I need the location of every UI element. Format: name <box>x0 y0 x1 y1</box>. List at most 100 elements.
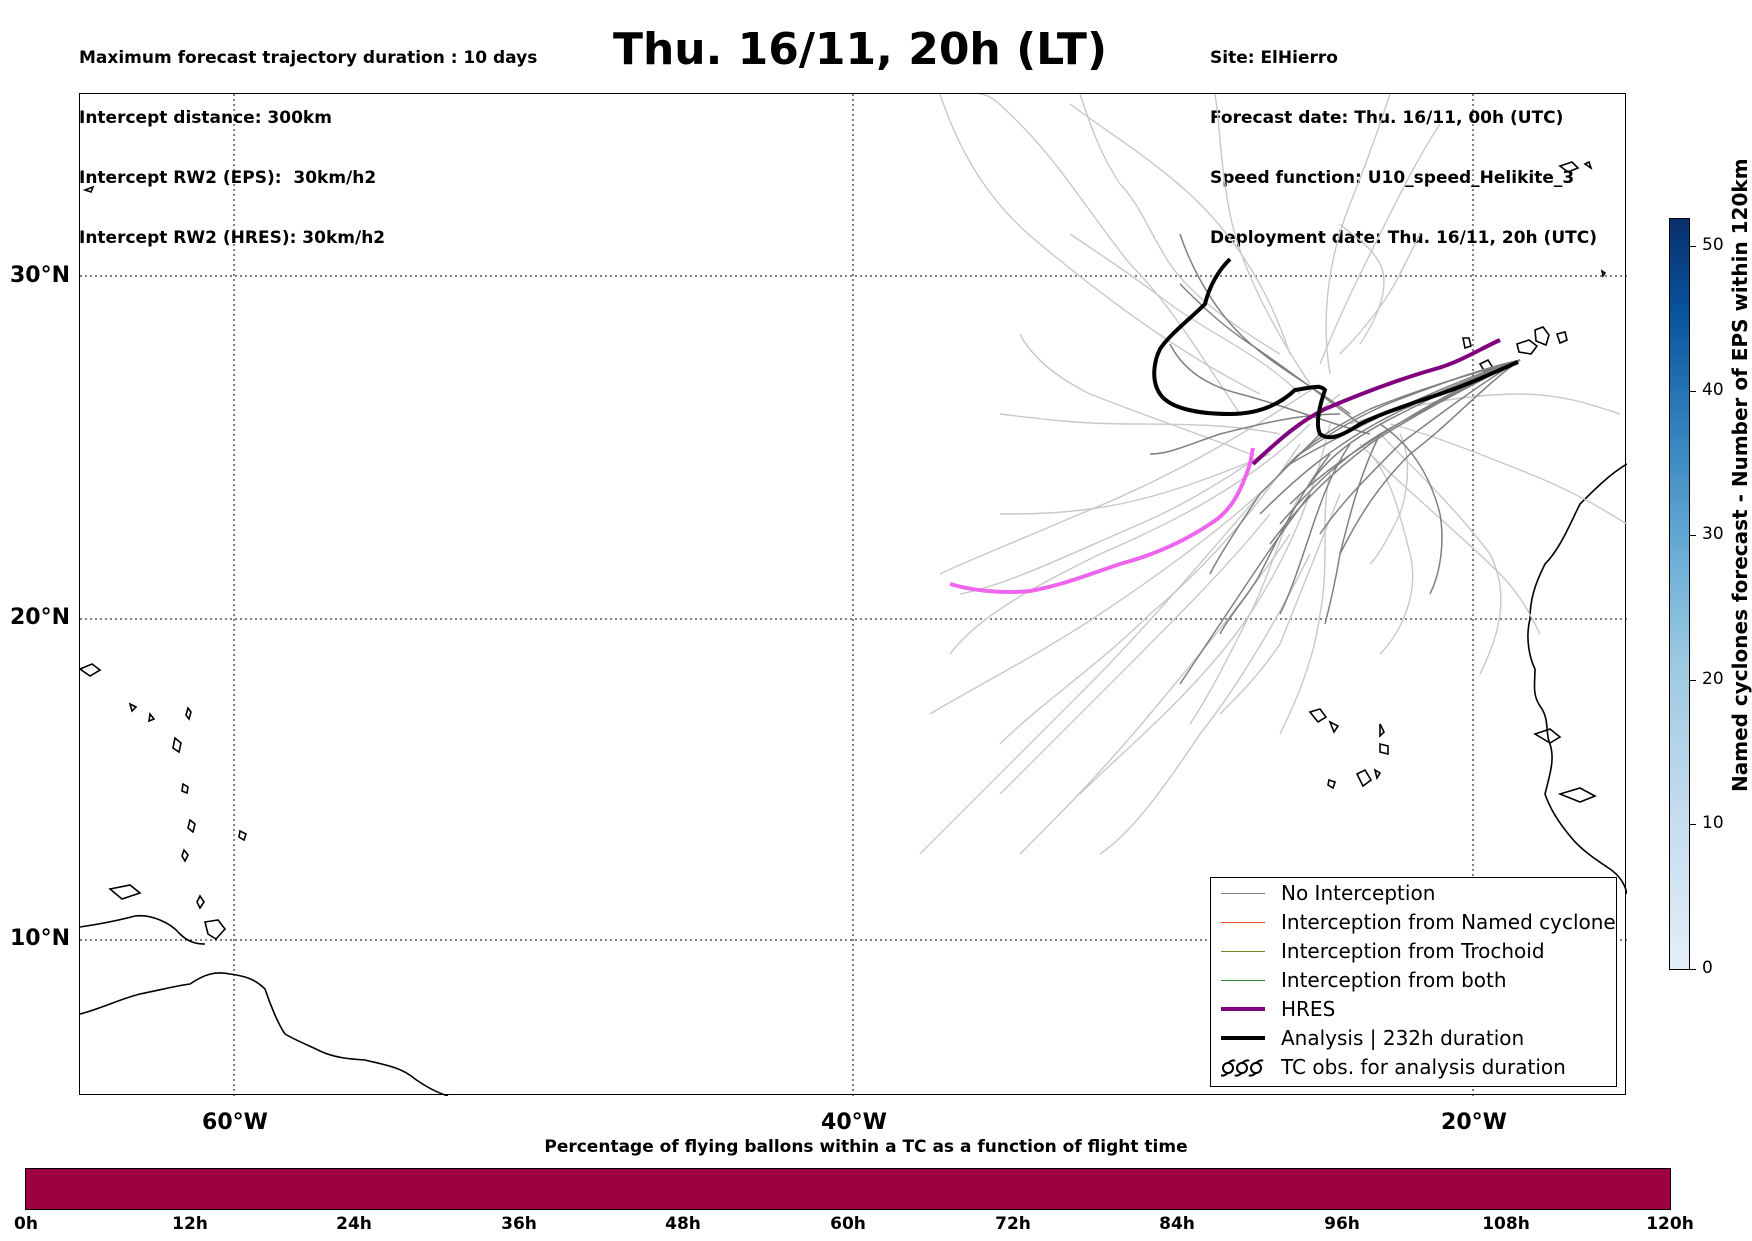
analysis-trajectory <box>1152 257 1519 440</box>
bottom-tick-label: 24h <box>336 1214 372 1234</box>
legend-line-icon <box>1221 1007 1265 1011</box>
bottom-tick-label: 60h <box>830 1214 866 1234</box>
legend-line-icon <box>1221 950 1265 952</box>
coast-island <box>128 702 138 713</box>
coast-canary <box>1555 331 1568 345</box>
header-left-line: Intercept distance: 300km <box>79 108 332 128</box>
coast-island <box>80 663 102 677</box>
colorbar-eps-count <box>1669 218 1690 970</box>
coast-venezuela-north <box>80 914 206 945</box>
coast-madeira <box>1583 160 1593 170</box>
colorbar-tick-label: 10 <box>1702 813 1724 833</box>
lat-label-20n: 20°N <box>9 605 70 630</box>
coast-canary <box>1516 339 1539 355</box>
legend-item-trochoid: Interception from Trochoid <box>1221 938 1545 964</box>
legend-line-icon <box>1221 1036 1265 1040</box>
lon-label-60w: 60°W <box>202 1110 268 1135</box>
colorbar-tick-label: 50 <box>1702 235 1724 255</box>
coast-island <box>181 848 189 863</box>
lat-label-30n: 30°N <box>9 263 70 288</box>
bottom-tick-label: 84h <box>1159 1214 1195 1234</box>
header-right-line: Speed function: U10_speed_Helikite_3 <box>1210 168 1575 188</box>
coast-island <box>148 712 156 723</box>
legend-label: Interception from Named cyclone <box>1281 910 1616 934</box>
legend-item-no-interception: No Interception <box>1221 880 1435 906</box>
header-left-line: Maximum forecast trajectory duration : 1… <box>79 48 538 68</box>
bottom-colorbar <box>25 1168 1671 1210</box>
coast-island <box>108 884 142 900</box>
legend-label: Analysis | 232h duration <box>1281 1026 1525 1050</box>
coast-island <box>238 829 247 842</box>
header-right-line: Forecast date: Thu. 16/11, 00h (UTC) <box>1210 108 1564 128</box>
bottom-tick-label: 108h <box>1482 1214 1530 1234</box>
coast-cape-verde <box>1328 720 1340 734</box>
header-right-line: Deployment date: Thu. 16/11, 20h (UTC) <box>1210 228 1597 248</box>
coast-cape-verde <box>1379 742 1389 756</box>
bottom-colorbar-caption: Percentage of flying ballons within a TC… <box>544 1137 1188 1157</box>
colorbar-tick-label: 30 <box>1702 524 1724 544</box>
lon-label-20w: 20°W <box>1441 1110 1507 1135</box>
header-left-line: Intercept RW2 (HRES): 30km/h2 <box>79 228 386 248</box>
legend-item-hres: HRES <box>1221 996 1335 1022</box>
colorbar-tick <box>1690 824 1696 825</box>
legend-item-tc-obs: TC obs. for analysis duration <box>1221 1054 1566 1080</box>
coast-africa-detail <box>1533 728 1562 744</box>
coast-island <box>181 782 189 795</box>
legend-label: TC obs. for analysis duration <box>1281 1055 1566 1079</box>
colorbar-tick <box>1690 680 1696 681</box>
colorbar-tick <box>1690 246 1696 247</box>
ensemble-trajectories-light <box>919 94 1627 855</box>
legend-label: No Interception <box>1281 881 1436 905</box>
header-left-line: Intercept RW2 (EPS): 30km/h2 <box>79 168 377 188</box>
lon-label-40w: 40°W <box>821 1110 887 1135</box>
legend-line-icon <box>1221 892 1265 894</box>
legend-line-icon <box>1221 979 1265 981</box>
legend-item-named-cyclone: Interception from Named cyclone <box>1221 909 1616 935</box>
coast-canary <box>1534 326 1550 347</box>
ensemble-trajectories-no-interception <box>1149 233 1521 685</box>
colorbar-tick <box>1690 391 1696 392</box>
coast-island <box>172 736 182 754</box>
bottom-tick-label: 0h <box>14 1214 38 1234</box>
bottom-tick-label: 96h <box>1324 1214 1360 1234</box>
header-right-info: Site: ElHierro Forecast date: Thu. 16/11… <box>1210 8 1597 268</box>
legend-label: Interception from both <box>1281 968 1507 992</box>
coast-cape-verde <box>1308 708 1328 724</box>
coast-cape-verde <box>1379 723 1385 738</box>
coast-madeira <box>1558 161 1580 173</box>
coast-cape-verde <box>1355 768 1373 788</box>
coast-trinidad <box>204 919 227 941</box>
colorbar-tick-label: 20 <box>1702 669 1724 689</box>
colorbar-title: Named cyclones forecast - Number of EPS … <box>1728 158 1752 792</box>
colorbar-tick-label: 40 <box>1702 380 1724 400</box>
map-canvas[interactable] <box>80 94 1627 1096</box>
coast-africa <box>1527 463 1627 895</box>
bottom-tick-label: 72h <box>995 1214 1031 1234</box>
colorbar-tick <box>1690 535 1696 536</box>
colorbar-tick <box>1690 969 1696 970</box>
legend-label: HRES <box>1281 997 1336 1021</box>
bottom-tick-label: 120h <box>1646 1214 1694 1234</box>
coast-cape-verde <box>1327 778 1337 790</box>
coast-africa-detail <box>1557 787 1597 803</box>
legend: No Interception Interception from Named … <box>1210 877 1617 1087</box>
cyclone-symbols-icon <box>1221 1059 1264 1077</box>
coast-island <box>82 185 95 193</box>
page-title: Thu. 16/11, 20h (LT) <box>612 24 1108 75</box>
bottom-tick-label: 12h <box>172 1214 208 1234</box>
bottom-tick-label: 48h <box>665 1214 701 1234</box>
coast-island <box>185 706 192 721</box>
coast-cape-verde <box>1373 768 1382 781</box>
legend-item-both: Interception from both <box>1221 967 1507 993</box>
coast-island <box>196 894 205 910</box>
legend-item-analysis: Analysis | 232h duration <box>1221 1025 1524 1051</box>
bottom-tick-label: 36h <box>501 1214 537 1234</box>
hres-trajectory <box>1251 338 1501 466</box>
coast-canary <box>1462 337 1472 350</box>
map-panel[interactable]: No Interception Interception from Named … <box>79 93 1627 1096</box>
legend-line-icon <box>1221 921 1265 923</box>
coast-south-america <box>80 972 449 1096</box>
header-right-line: Site: ElHierro <box>1210 48 1338 68</box>
lat-label-10n: 10°N <box>9 926 70 951</box>
header-left-info: Maximum forecast trajectory duration : 1… <box>79 8 537 268</box>
